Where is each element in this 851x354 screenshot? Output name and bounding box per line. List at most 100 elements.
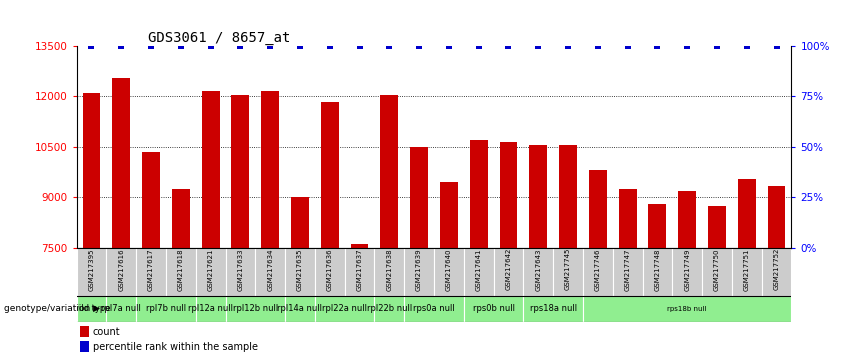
Point	[352, 43, 366, 49]
Point	[323, 43, 336, 49]
Bar	[374, 296, 404, 322]
Point	[203, 43, 217, 49]
Point	[144, 43, 157, 49]
Bar	[142, 152, 160, 354]
Bar	[494, 248, 523, 296]
Bar	[83, 93, 100, 354]
Point	[561, 43, 574, 49]
Text: rpl12b null: rpl12b null	[232, 304, 278, 313]
Text: GSM217640: GSM217640	[446, 248, 452, 291]
Point	[174, 43, 187, 49]
Bar	[80, 341, 89, 353]
Text: GSM217747: GSM217747	[625, 248, 631, 291]
Point	[471, 43, 485, 49]
Text: GSM217745: GSM217745	[565, 248, 571, 291]
Text: GSM217750: GSM217750	[714, 248, 720, 291]
Text: GSM217749: GSM217749	[684, 248, 690, 291]
Bar	[434, 248, 464, 296]
Bar	[77, 296, 106, 322]
Text: count: count	[93, 327, 120, 337]
Point	[769, 43, 783, 49]
Bar	[374, 248, 404, 296]
Text: GSM217621: GSM217621	[208, 248, 214, 291]
Text: GSM217643: GSM217643	[535, 248, 541, 291]
Bar	[613, 248, 643, 296]
Bar	[440, 182, 458, 354]
Bar	[619, 189, 637, 354]
Bar	[583, 248, 613, 296]
Bar	[708, 206, 726, 354]
Bar	[410, 147, 428, 354]
Bar	[172, 189, 190, 354]
Bar	[321, 102, 339, 354]
Point	[233, 43, 247, 49]
Point	[412, 43, 426, 49]
Bar	[464, 296, 523, 322]
Bar	[351, 245, 368, 354]
Bar	[529, 145, 547, 354]
Bar	[291, 198, 309, 354]
Bar	[80, 326, 89, 337]
Bar	[226, 248, 255, 296]
Text: GDS3061 / 8657_at: GDS3061 / 8657_at	[148, 31, 290, 45]
Bar	[231, 95, 249, 354]
Bar	[255, 248, 285, 296]
Text: GSM217751: GSM217751	[744, 248, 750, 291]
Bar	[589, 171, 607, 354]
Bar	[226, 296, 285, 322]
Bar	[768, 185, 785, 354]
Bar	[106, 296, 136, 322]
Bar	[404, 296, 464, 322]
Text: rps18b null: rps18b null	[667, 306, 707, 312]
Text: GSM217637: GSM217637	[357, 248, 363, 291]
Bar	[166, 248, 196, 296]
Text: GSM217635: GSM217635	[297, 248, 303, 291]
Bar	[315, 296, 374, 322]
Point	[263, 43, 277, 49]
Bar	[345, 248, 374, 296]
Point	[293, 43, 306, 49]
Bar	[523, 248, 553, 296]
Text: GSM217639: GSM217639	[416, 248, 422, 291]
Bar	[136, 296, 196, 322]
Bar	[380, 95, 398, 354]
Bar	[559, 145, 577, 354]
Bar	[315, 248, 345, 296]
Text: GSM217395: GSM217395	[89, 248, 94, 291]
Bar	[285, 248, 315, 296]
Bar	[500, 142, 517, 354]
Text: GSM217641: GSM217641	[476, 248, 482, 291]
Bar	[523, 296, 583, 322]
Bar	[464, 248, 494, 296]
Text: rpl14a null: rpl14a null	[277, 304, 323, 313]
Text: GSM217633: GSM217633	[237, 248, 243, 291]
Bar	[196, 248, 226, 296]
Bar	[112, 78, 130, 354]
Point	[114, 43, 128, 49]
Text: percentile rank within the sample: percentile rank within the sample	[93, 342, 258, 352]
Bar	[672, 248, 702, 296]
Point	[620, 43, 634, 49]
Bar	[261, 91, 279, 354]
Bar	[202, 91, 220, 354]
Text: rpl7b null: rpl7b null	[146, 304, 186, 313]
Text: GSM217617: GSM217617	[148, 248, 154, 291]
Text: rpl22b null: rpl22b null	[367, 304, 412, 313]
Text: rps0a null: rps0a null	[413, 304, 455, 313]
Bar	[678, 190, 696, 354]
Bar	[404, 248, 434, 296]
Text: rps0b null: rps0b null	[472, 304, 515, 313]
Text: rpl22a null: rpl22a null	[323, 304, 367, 313]
Point	[501, 43, 515, 49]
Point	[591, 43, 604, 49]
Bar	[470, 140, 488, 354]
Text: GSM217636: GSM217636	[327, 248, 333, 291]
Text: rpl7a null: rpl7a null	[101, 304, 141, 313]
Point	[382, 43, 396, 49]
Text: rpl12a null: rpl12a null	[188, 304, 233, 313]
Text: rps18a null: rps18a null	[529, 304, 577, 313]
Point	[740, 43, 753, 49]
Point	[710, 43, 723, 49]
Bar	[738, 179, 756, 354]
Bar	[77, 248, 106, 296]
